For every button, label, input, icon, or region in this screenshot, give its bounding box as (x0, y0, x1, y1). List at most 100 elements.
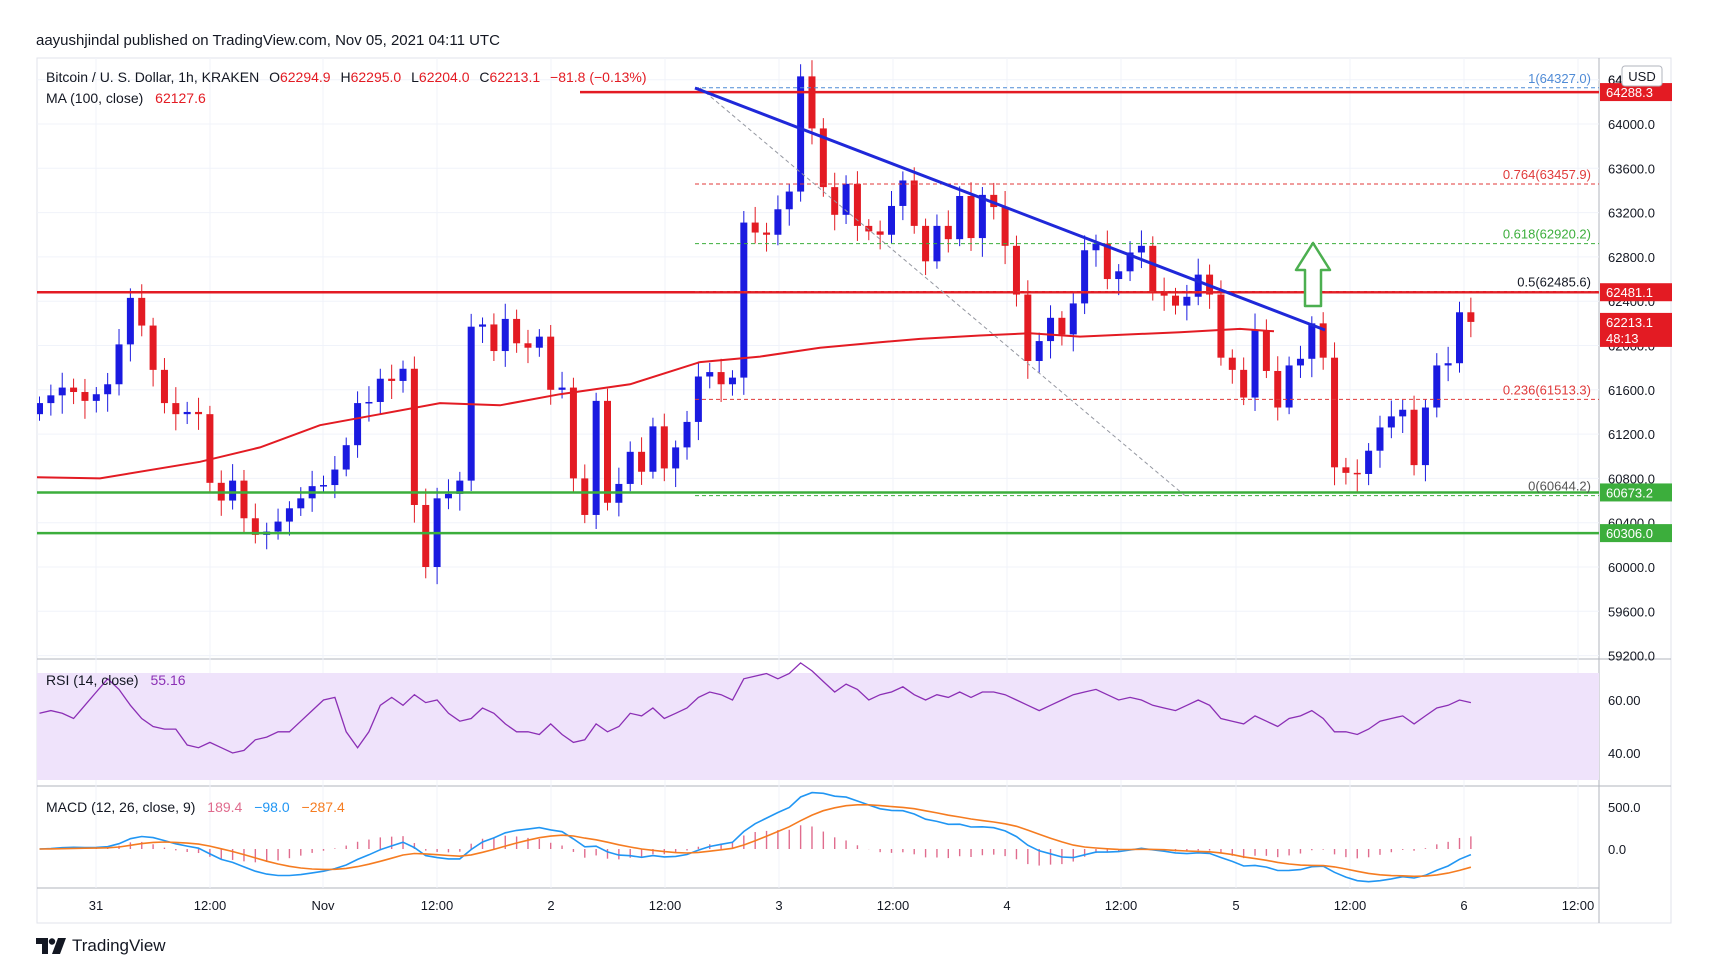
candle-body (342, 445, 350, 470)
candle-body (1092, 243, 1100, 251)
candle-body (990, 194, 998, 208)
tradingview-logo-icon (36, 938, 66, 954)
candle-body (1456, 312, 1463, 364)
candle-body (297, 498, 305, 509)
time-tick-label: 12:00 (1562, 898, 1595, 913)
candle-body (910, 180, 918, 226)
candle-body (978, 194, 986, 239)
candle-body (399, 368, 407, 381)
time-tick-label: 12:00 (1105, 898, 1138, 913)
time-tick-label: 12:00 (421, 898, 454, 913)
candle-body (1251, 329, 1259, 398)
candle-body (160, 369, 168, 404)
candle-body (37, 403, 43, 415)
support-2-tag (1600, 524, 1672, 543)
candle-body (354, 403, 362, 446)
fib-diagonal (699, 87, 1186, 497)
candle-body (660, 426, 668, 469)
candle-body (1296, 358, 1304, 366)
candle-body (728, 377, 736, 385)
candle-body (115, 344, 123, 385)
price-labels: 1(64327.0) 0.764(63457.9) 0.618(62920.2) 0.… (1503, 71, 1672, 543)
price-tick-label: 64000.0 (1608, 117, 1655, 132)
rsi-tick-label: 60.00 (1608, 693, 1641, 708)
candle-body (1228, 357, 1236, 370)
candle-body (717, 372, 725, 385)
candle-body (638, 451, 646, 472)
candle-body (251, 518, 259, 535)
time-tick-label: 2 (547, 898, 554, 913)
candle-body (501, 318, 509, 352)
fib-label: 0.618(62920.2) (1503, 227, 1591, 242)
candle-body (581, 478, 589, 515)
candle-body (1410, 409, 1418, 466)
price-tick-label: 61600.0 (1608, 383, 1655, 398)
support-1-tag (1600, 483, 1672, 502)
candle-body (479, 324, 487, 327)
candle-body (1365, 450, 1373, 474)
candle-body (376, 378, 384, 402)
candle-body (1353, 472, 1361, 475)
candle-body (535, 336, 543, 348)
candle-body (47, 395, 55, 404)
macd-tick-label: 0.0 (1608, 842, 1626, 857)
candle-body (876, 231, 884, 235)
candle-body (1194, 274, 1202, 297)
candle-body (626, 451, 634, 484)
fib-label: 0.764(63457.9) (1503, 167, 1591, 182)
breakout-arrow-icon (1294, 241, 1332, 308)
candle-body (206, 414, 214, 483)
candle-body (706, 372, 714, 377)
price-tick-label: 59600.0 (1608, 604, 1655, 619)
candle-body (490, 324, 498, 352)
fib-label: 0.5(62485.6) (1517, 275, 1591, 290)
macd-line (39, 791, 1472, 883)
rsi-pane (39, 662, 1472, 754)
candle-body (592, 400, 600, 515)
candle-body (1217, 294, 1225, 358)
time-tick-label: 5 (1232, 898, 1239, 913)
rsi-tick-label: 40.00 (1608, 746, 1641, 761)
price-tick-label: 61200.0 (1608, 427, 1655, 442)
candle-body (456, 480, 464, 494)
last-price-tag-label: 62213.1 (1606, 315, 1653, 330)
candle-body (649, 426, 657, 472)
price-axis[interactable]: 59200.059600.060000.060400.060800.061200… (1608, 73, 1655, 857)
candle-body (138, 297, 146, 326)
time-axis[interactable]: 31 12:00 Nov 12:00 2 12:00 3 12:00 4 12:00 5 12:00 6… (89, 898, 1595, 913)
legend-ma: MA (100, close) 62127.6 (46, 90, 206, 106)
last-price-tag (1600, 312, 1672, 347)
candle-body (1126, 252, 1134, 272)
candle-body (853, 183, 861, 226)
candle-body (1433, 365, 1441, 408)
candle-body (274, 521, 282, 532)
brand-name: TradingView (72, 936, 166, 955)
candle-body (604, 400, 611, 503)
candle-body (922, 225, 930, 262)
candle-body (1421, 407, 1429, 466)
time-tick-label: 6 (1460, 898, 1467, 913)
macd-signal-line (39, 804, 1472, 878)
currency-badge[interactable] (1621, 65, 1663, 87)
support-1-tag-label: 60673.2 (1606, 485, 1653, 500)
candle-body (1376, 427, 1384, 451)
candle-body (956, 195, 964, 240)
candle-body (1285, 365, 1293, 408)
candle-body (1115, 271, 1123, 280)
candle-body (1240, 369, 1248, 398)
ma-100-line (37, 327, 1275, 480)
resistance-top-tag-label: 64288.3 (1606, 85, 1653, 100)
tradingview-brand[interactable]: TradingView (36, 936, 166, 956)
candle-body (569, 387, 577, 479)
macd-pane (39, 791, 1472, 883)
candle-body (320, 485, 327, 487)
candle-body (70, 387, 78, 393)
candle-body (1172, 295, 1179, 306)
time-tick-label: 31 (89, 898, 103, 913)
candle-body (763, 232, 771, 235)
candle-body (285, 508, 293, 522)
time-tick-label: 12:00 (877, 898, 910, 913)
candle-body (1001, 207, 1009, 246)
candle-body (1024, 294, 1032, 362)
